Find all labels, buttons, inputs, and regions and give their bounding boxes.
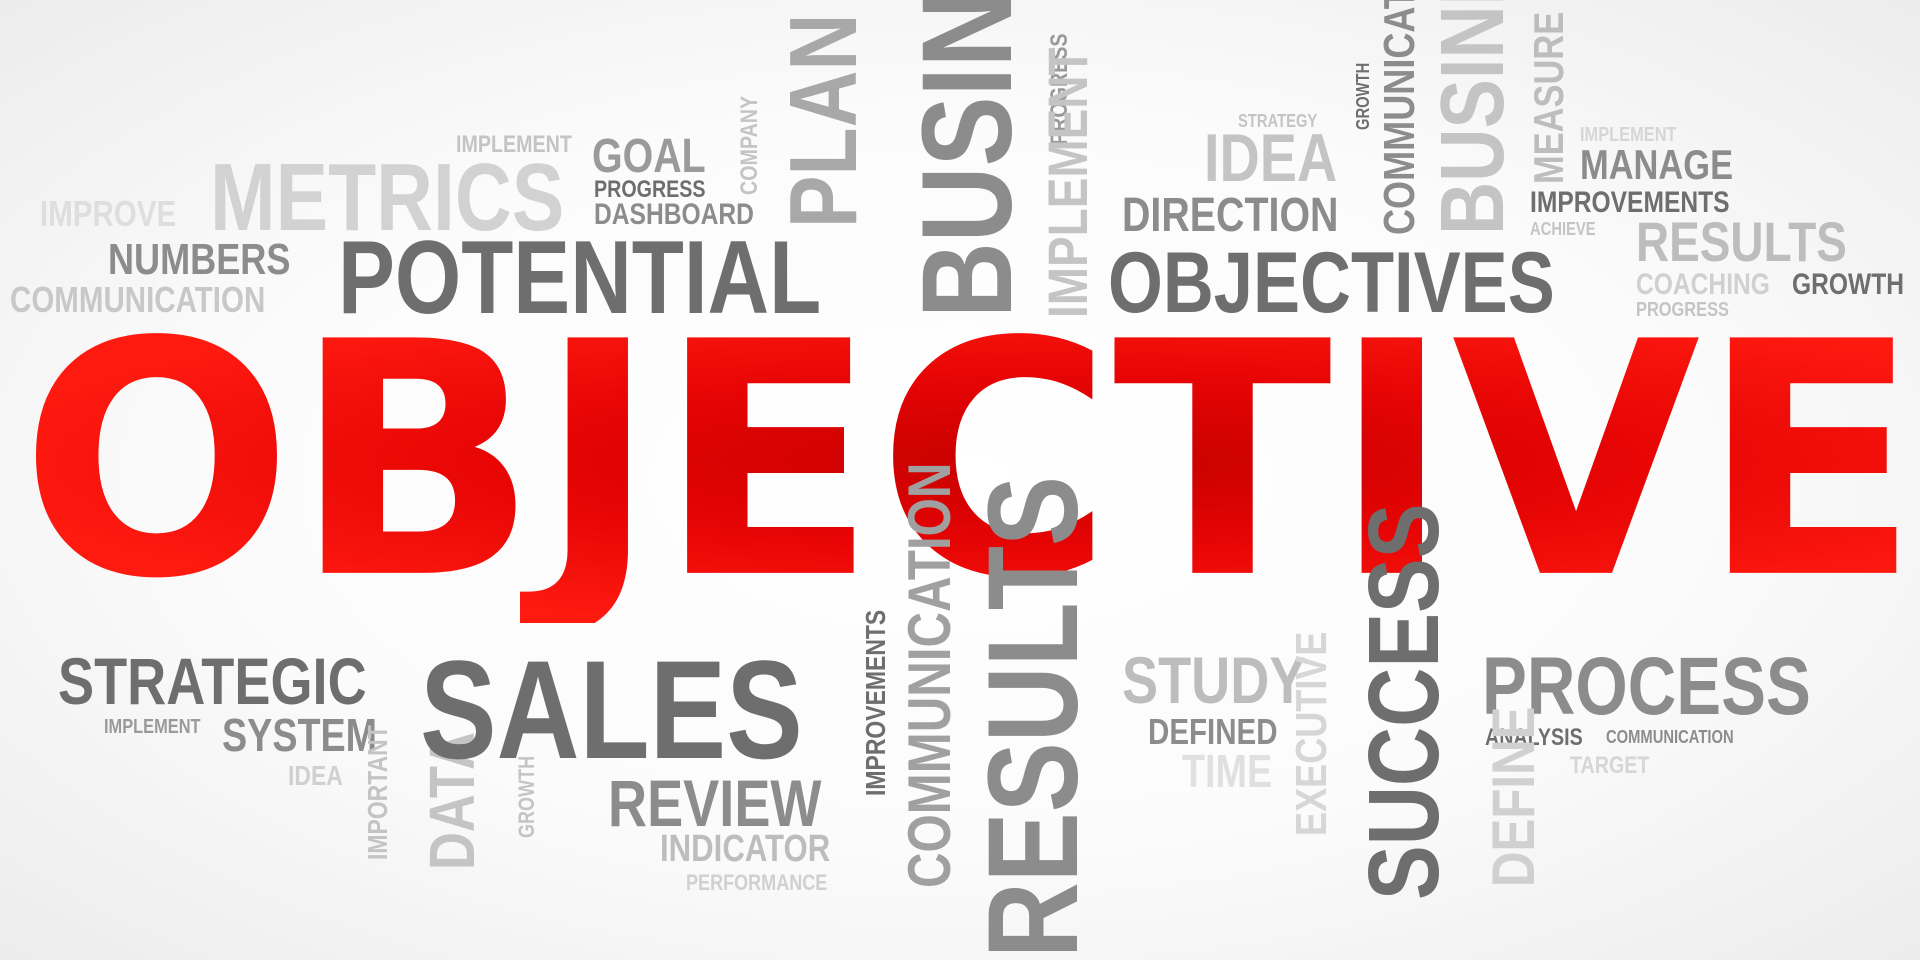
cloud-word: IMPLEMENT (1580, 124, 1677, 146)
cloud-word: BUSINESS (896, 0, 1039, 319)
cloud-word: COMMUNICATION (1375, 0, 1424, 235)
cloud-word: COACHING (1636, 268, 1770, 301)
cloud-word: INDICATOR (660, 828, 831, 870)
cloud-word: IMPROVEMENTS (860, 609, 891, 796)
cloud-word: IMPROVE (40, 193, 177, 234)
cloud-word: REVIEW (608, 766, 822, 840)
cloud-word: TARGET (1570, 752, 1650, 779)
cloud-word: RESULTS (962, 475, 1105, 958)
cloud-word: IMPLEMENT (456, 131, 572, 158)
cloud-word: IMPROVEMENTS (1530, 186, 1730, 219)
cloud-word: IMPLEMENT (1036, 47, 1099, 318)
cloud-word: IDEA (1204, 120, 1338, 196)
cloud-word: GROWTH (1792, 268, 1905, 301)
cloud-word: IMPLEMENT (104, 716, 201, 738)
cloud-word: BUSINESS (1423, 0, 1523, 235)
cloud-word: STUDY (1122, 643, 1306, 717)
cloud-word: POTENTIAL (338, 220, 822, 336)
cloud-word: MANAGE (1580, 141, 1734, 188)
cloud-word: PROGRESS (1636, 299, 1729, 321)
cloud-word: GROWTH (1353, 62, 1373, 130)
cloud-word: GOAL (592, 130, 706, 183)
cloud-word: OBJECTIVES (1108, 235, 1555, 331)
cloud-word: NUMBERS (108, 235, 291, 284)
cloud-word: COMMUNICATION (10, 279, 266, 320)
cloud-word: PERFORMANCE (686, 870, 828, 895)
cloud-word: METRICS (210, 144, 565, 251)
cloud-word: MEASURE (1525, 11, 1572, 184)
cloud-word: DIRECTION (1122, 189, 1339, 242)
cloud-word: ACHIEVE (1530, 219, 1596, 239)
main-word-objective: OBJECTIVE (20, 272, 1920, 650)
cloud-word: ANALYSIS (1485, 724, 1583, 751)
cloud-word: PROGRESS (594, 176, 706, 203)
cloud-word: SYSTEM (222, 709, 378, 761)
cloud-word: COMMUNICATION (896, 462, 963, 888)
cloud-word: PLAN (770, 13, 877, 229)
cloud-word: DASHBOARD (594, 198, 754, 231)
cloud-word: COMPANY (736, 95, 763, 195)
cloud-word: STRATEGIC (58, 644, 367, 718)
cloud-word: DEFINED (1148, 711, 1278, 752)
cloud-word: TIME (1182, 745, 1273, 797)
cloud-word: SALES (420, 631, 803, 788)
cloud-word: RESULTS (1636, 210, 1847, 273)
cloud-word: COMMUNICATION (1606, 727, 1734, 747)
cloud-word: PROCESS (1482, 641, 1811, 732)
cloud-word: EXECUTIVE (1287, 631, 1336, 836)
cloud-word: SUCCESS (1348, 503, 1460, 900)
cloud-word: DEFINE (1480, 706, 1547, 887)
cloud-word: IMPORTANT (362, 725, 393, 860)
cloud-word: IDEA (288, 760, 343, 791)
cloud-word: STRATEGY (1238, 111, 1318, 131)
